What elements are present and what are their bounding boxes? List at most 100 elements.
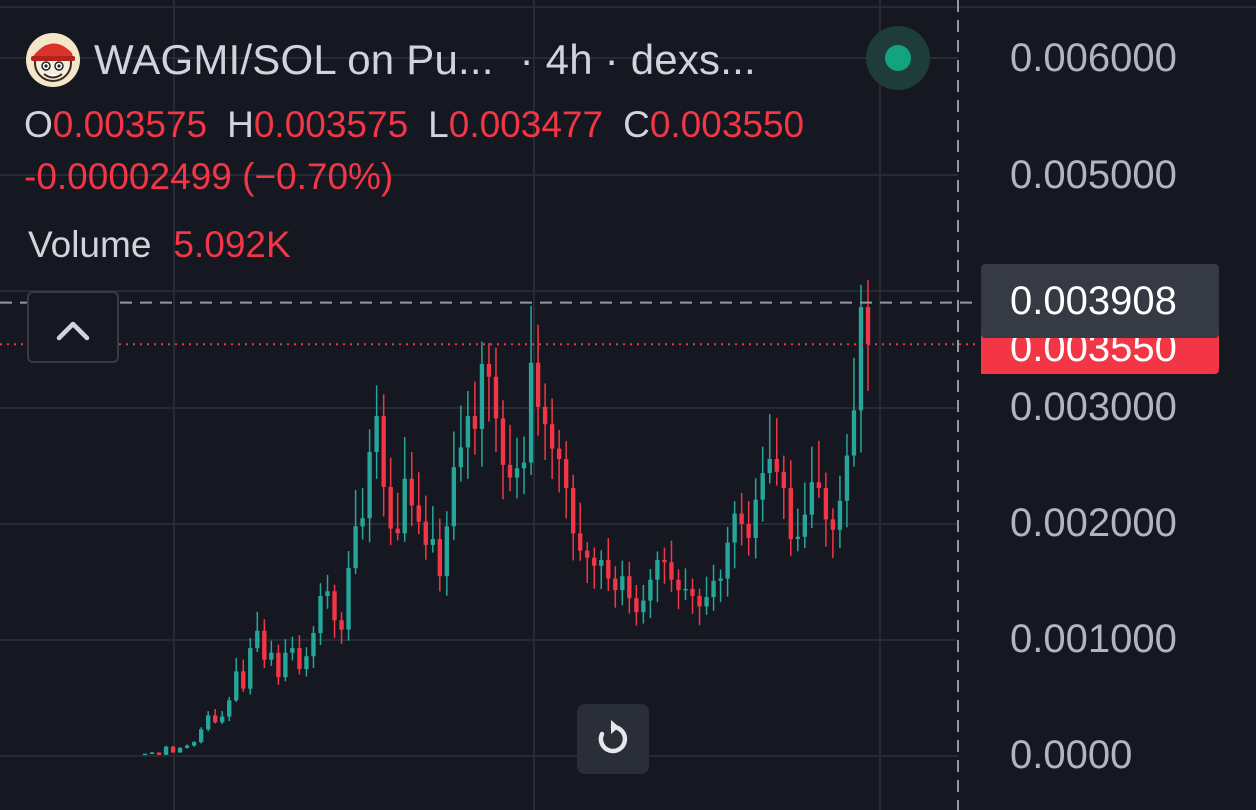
high-label: H xyxy=(227,104,254,145)
y-axis-tick-label: 0.006000 xyxy=(1010,36,1177,80)
candle-body xyxy=(290,648,295,653)
candle-body xyxy=(191,742,197,746)
y-axis-tick-label: 0.005000 xyxy=(1010,153,1177,197)
symbol-title[interactable]: WAGMI/SOL on Pu... · 4h · dexs... xyxy=(94,36,756,84)
candle-body xyxy=(255,630,260,649)
y-axis-tick-label: 0.0000 xyxy=(1010,733,1133,777)
candle-body xyxy=(641,600,646,613)
candle-body xyxy=(297,648,302,669)
y-axis-tick-label: 0.002000 xyxy=(1010,501,1177,545)
high-value: 0.003575 xyxy=(253,104,409,145)
candle-body xyxy=(283,652,288,678)
cartoon-face-icon[interactable] xyxy=(26,33,80,87)
candle-body xyxy=(381,416,386,487)
candle-body xyxy=(704,597,709,607)
candle-body xyxy=(402,478,407,534)
candle-body xyxy=(437,539,442,577)
candle-body xyxy=(858,307,864,411)
candle-body xyxy=(213,715,218,723)
candle-body xyxy=(542,406,548,425)
candle-body xyxy=(205,715,211,730)
candle-body xyxy=(170,746,176,753)
candle-body xyxy=(374,416,379,453)
candle-body xyxy=(830,519,836,530)
candle-body xyxy=(388,486,393,529)
candle-body xyxy=(311,633,316,657)
candle-body xyxy=(156,752,162,755)
candle-body xyxy=(613,578,618,591)
candle-body xyxy=(746,524,751,538)
candle-body xyxy=(500,418,506,465)
candle-body xyxy=(304,656,309,669)
candle-body xyxy=(788,488,793,540)
candle-body xyxy=(465,416,471,448)
candle-body xyxy=(163,746,169,755)
candle-body xyxy=(395,528,400,534)
live-dot-icon xyxy=(866,26,930,90)
candle-body xyxy=(149,752,155,755)
candle-body xyxy=(669,562,674,580)
candle-body xyxy=(276,652,281,678)
candle-body xyxy=(774,459,779,472)
candle-body xyxy=(198,729,204,743)
candle-body xyxy=(655,559,660,580)
interval-source: · 4h · dexs... xyxy=(519,36,756,83)
candle-body xyxy=(360,518,365,527)
volume-label: Volume xyxy=(28,224,152,265)
candle-body xyxy=(248,648,253,689)
candle-body xyxy=(353,526,358,569)
symbol-name: WAGMI/SOL on Pu... xyxy=(94,36,494,83)
candle-body xyxy=(711,580,716,598)
candle-body xyxy=(823,488,829,520)
close-label: C xyxy=(623,104,650,145)
candle-body xyxy=(676,579,681,591)
candle-body xyxy=(346,568,351,630)
open-label: O xyxy=(24,104,53,145)
candle-body xyxy=(325,591,330,596)
y-axis-tick-label: 0.003000 xyxy=(1010,385,1177,429)
candle-body xyxy=(479,363,485,429)
candle-body xyxy=(606,559,611,579)
candle-body xyxy=(430,539,435,545)
candle-body xyxy=(507,464,513,478)
candle-body xyxy=(683,588,688,591)
candle-body xyxy=(451,467,457,527)
candle-body xyxy=(535,362,541,407)
candle-body xyxy=(367,452,372,519)
candle-body xyxy=(767,459,772,473)
candle-body xyxy=(634,598,639,613)
volume-value: 5.092K xyxy=(173,224,291,265)
candle-body xyxy=(220,716,225,723)
candle-body xyxy=(318,595,323,634)
candle-body xyxy=(227,700,232,717)
candle-body xyxy=(732,513,737,543)
candle-body xyxy=(514,468,520,478)
candle-body xyxy=(262,630,267,660)
collapse-legend-button[interactable] xyxy=(27,291,119,363)
candle-body xyxy=(837,500,843,530)
candle-body xyxy=(851,410,857,456)
candle-body xyxy=(549,424,555,449)
candles-layer xyxy=(142,280,871,756)
candle-body xyxy=(142,753,148,756)
candle-body xyxy=(620,576,625,591)
candle-body xyxy=(718,578,723,581)
candle-body xyxy=(458,447,464,468)
reset-chart-button[interactable] xyxy=(577,704,649,774)
candle-body xyxy=(865,307,871,345)
low-value: 0.003477 xyxy=(448,104,604,145)
candle-body xyxy=(627,576,632,599)
candle-body xyxy=(184,745,190,748)
y-axis-tick-label: 0.001000 xyxy=(1010,617,1177,661)
candle-body xyxy=(269,652,274,660)
candle-body xyxy=(816,482,822,489)
chevron-up-icon xyxy=(56,321,90,341)
candle-body xyxy=(802,514,808,537)
candle-body xyxy=(528,362,534,463)
candle-body xyxy=(760,472,765,500)
candle-body xyxy=(339,620,344,630)
reset-rotate-icon xyxy=(598,720,628,754)
candle-body xyxy=(599,559,604,566)
chart-legend-header: WAGMI/SOL on Pu... · 4h · dexs... xyxy=(26,32,756,88)
